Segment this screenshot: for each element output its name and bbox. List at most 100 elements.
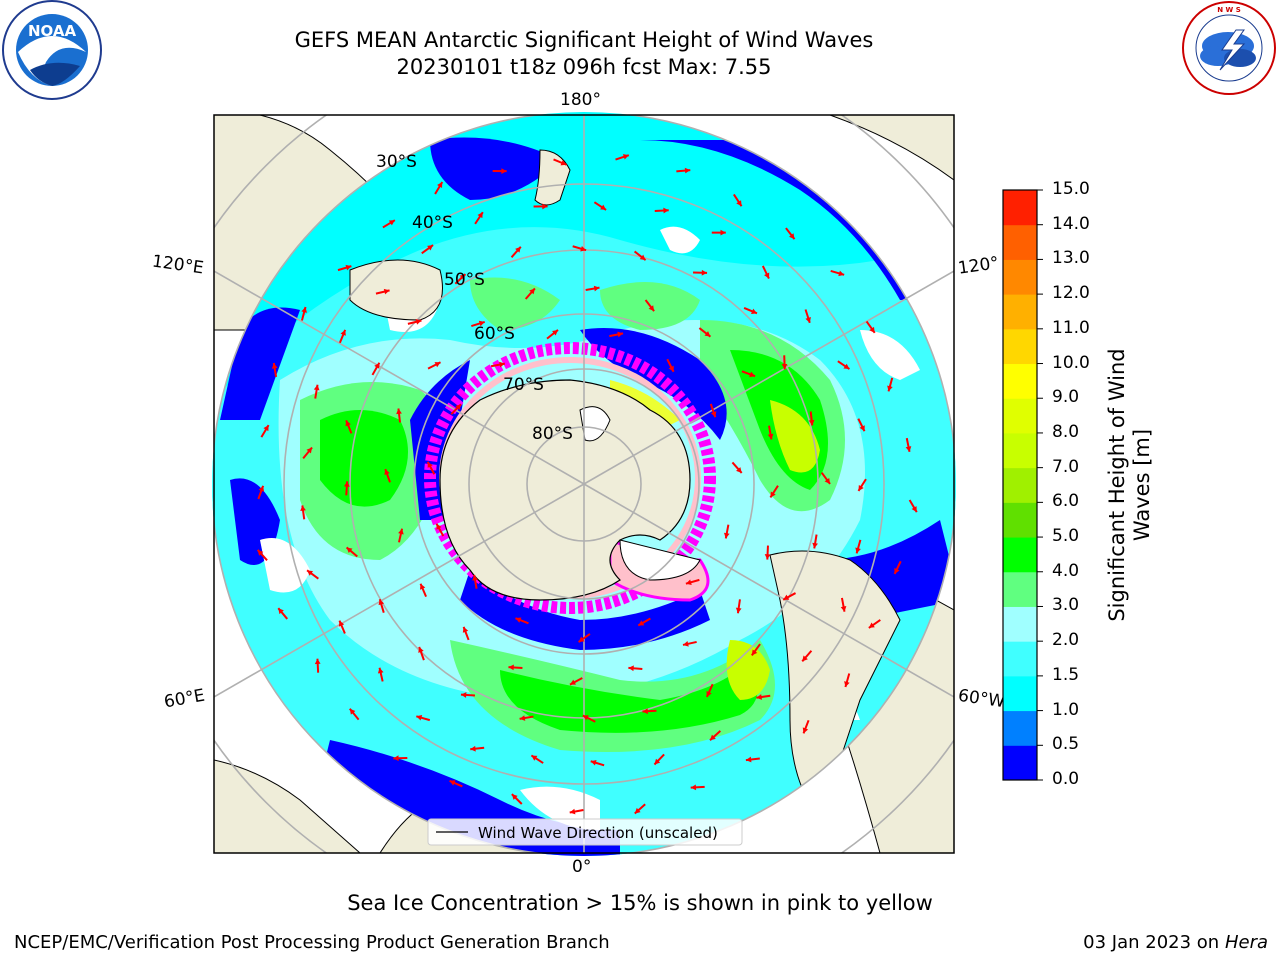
wind-wave-arrowhead xyxy=(470,745,476,752)
wind-wave-arrowhead xyxy=(764,272,770,279)
wind-wave-arrowhead xyxy=(477,212,483,219)
wind-wave-arrowhead xyxy=(812,542,818,549)
wind-wave-arrowhead xyxy=(843,363,850,370)
wind-wave-arrowhead xyxy=(416,714,423,721)
wind-wave-arrowhead xyxy=(642,708,648,715)
wind-wave-arrowhead xyxy=(529,288,535,295)
wind-wave-arrowhead xyxy=(515,246,521,253)
wind-wave-arrowhead xyxy=(690,784,697,791)
wind-wave-arrowhead xyxy=(808,419,815,426)
wind-wave-arrowhead xyxy=(515,617,522,623)
wind-wave-arrowhead xyxy=(685,579,692,586)
noaa-logo: NOAA xyxy=(2,0,102,100)
wind-wave-arrowhead xyxy=(706,690,712,697)
wind-wave-arrowhead xyxy=(472,574,478,581)
wind-wave-arrowhead xyxy=(271,363,278,369)
svg-text:N W S: N W S xyxy=(1217,6,1241,14)
wind-wave-arrowhead xyxy=(346,547,353,554)
wind-wave-arrowhead xyxy=(501,168,507,174)
wind-wave-arrowhead xyxy=(590,760,597,766)
colorbar-swatch xyxy=(1003,467,1037,503)
colorbar-tick-label: 14.0 xyxy=(1052,213,1090,234)
colorbar-swatch xyxy=(1003,190,1037,226)
colorbar-swatch xyxy=(1003,675,1037,712)
colorbar-tick-label: 0.5 xyxy=(1052,734,1080,755)
colorbar-tick-label: 8.0 xyxy=(1052,421,1080,442)
wind-wave-arrowhead xyxy=(349,708,356,715)
colorbar-swatch xyxy=(1003,710,1037,746)
wind-wave-arrowhead xyxy=(682,641,689,647)
colorbar-tick-label: 11.0 xyxy=(1052,317,1090,338)
wind-wave-arrowhead xyxy=(593,285,600,292)
wind-wave-arrowhead xyxy=(499,361,505,368)
colorbar-tick-label: 10.0 xyxy=(1052,352,1090,373)
colorbar-swatch xyxy=(1003,363,1037,399)
wind-wave-arrowhead xyxy=(701,269,708,276)
wind-wave-arrowhead xyxy=(338,620,345,627)
colorbar-title: Significant Height of Wind Waves [m] xyxy=(1105,348,1154,622)
wind-wave-arrowhead xyxy=(340,329,346,336)
wind-wave-arrowhead xyxy=(749,371,756,378)
wind-wave-arrowhead xyxy=(600,204,607,210)
wind-wave-arrowhead xyxy=(388,220,395,226)
wind-wave-arrowhead xyxy=(257,549,264,556)
wind-wave-arrowhead xyxy=(668,365,674,372)
wind-wave-arrowhead xyxy=(427,245,434,251)
wind-wave-arrowhead xyxy=(736,200,742,207)
legend-label: Wind Wave Direction (unscaled) xyxy=(478,824,718,842)
wind-wave-arrowhead xyxy=(345,420,351,427)
lat-label-80s: 80°S xyxy=(532,424,573,444)
wind-wave-arrowhead xyxy=(838,270,845,277)
wind-wave-arrowhead xyxy=(511,794,518,800)
colorbar-swatch xyxy=(1003,537,1037,573)
wind-wave-arrowhead xyxy=(398,528,404,535)
colorbar-swatch xyxy=(1003,502,1037,538)
footer-date: 03 Jan 2023 on Hera xyxy=(1083,932,1268,953)
noaa-logo-text: NOAA xyxy=(28,22,77,40)
wind-wave-arrowhead xyxy=(542,203,548,210)
wind-wave-arrowhead xyxy=(313,384,320,391)
wind-wave-arrowhead xyxy=(460,692,467,698)
colorbar-swatch xyxy=(1003,398,1037,434)
wind-wave-arrowhead xyxy=(437,181,443,188)
wind-wave-arrowhead xyxy=(307,570,314,576)
wind-wave-arrowhead xyxy=(628,665,634,672)
wind-wave-arrowhead xyxy=(783,594,790,600)
wind-wave-arrowhead xyxy=(751,308,757,314)
sea-ice-caption: Sea Ice Concentration > 15% is shown in … xyxy=(347,891,933,915)
colorbar-tick-label: 5.0 xyxy=(1052,526,1080,547)
wind-wave-arrowhead xyxy=(911,506,917,513)
wind-wave-arrowhead xyxy=(868,622,875,628)
wind-wave-arrowhead xyxy=(377,667,384,674)
colorbar-tick-label: 0.0 xyxy=(1052,769,1080,789)
wind-wave-arrowhead xyxy=(415,318,422,325)
title-line-1: GEFS MEAN Antarctic Significant Height o… xyxy=(294,28,874,52)
graticule xyxy=(214,115,954,853)
colorbar-swatch xyxy=(1003,224,1037,260)
wind-wave-arrowhead xyxy=(552,329,558,336)
wind-wave-arrowhead xyxy=(802,655,808,662)
wind-wave-arrowhead xyxy=(858,484,864,491)
wind-wave-arrowhead xyxy=(887,385,893,392)
lat-label-50s: 50°S xyxy=(444,270,485,290)
wind-wave-arrowhead xyxy=(462,626,469,633)
wind-wave-arrowhead xyxy=(709,734,716,741)
wind-wave-arrowhead xyxy=(383,288,390,295)
wind-wave-arrowhead xyxy=(418,646,424,653)
wind-wave-arrowhead xyxy=(770,491,776,498)
lat-label-60s: 60°S xyxy=(474,324,515,344)
lat-label-40s: 40°S xyxy=(412,213,453,233)
land-inside xyxy=(249,149,901,822)
wind-wave-arrowhead xyxy=(634,807,641,814)
lon-label-top: 180° xyxy=(560,90,601,110)
colorbar-tick-label: 4.0 xyxy=(1052,560,1080,581)
wind-wave-arrowhead xyxy=(824,478,831,484)
nws-logo: N W S xyxy=(1182,1,1276,95)
wind-wave-arrowhead xyxy=(578,636,585,643)
wind-wave-arrowhead xyxy=(736,467,742,473)
wind-wave-arrowhead xyxy=(314,658,321,665)
wind-wave-arrowhead xyxy=(894,567,900,574)
wind-wave-arrowhead xyxy=(859,425,865,432)
wind-wave-arrowhead xyxy=(569,808,576,815)
